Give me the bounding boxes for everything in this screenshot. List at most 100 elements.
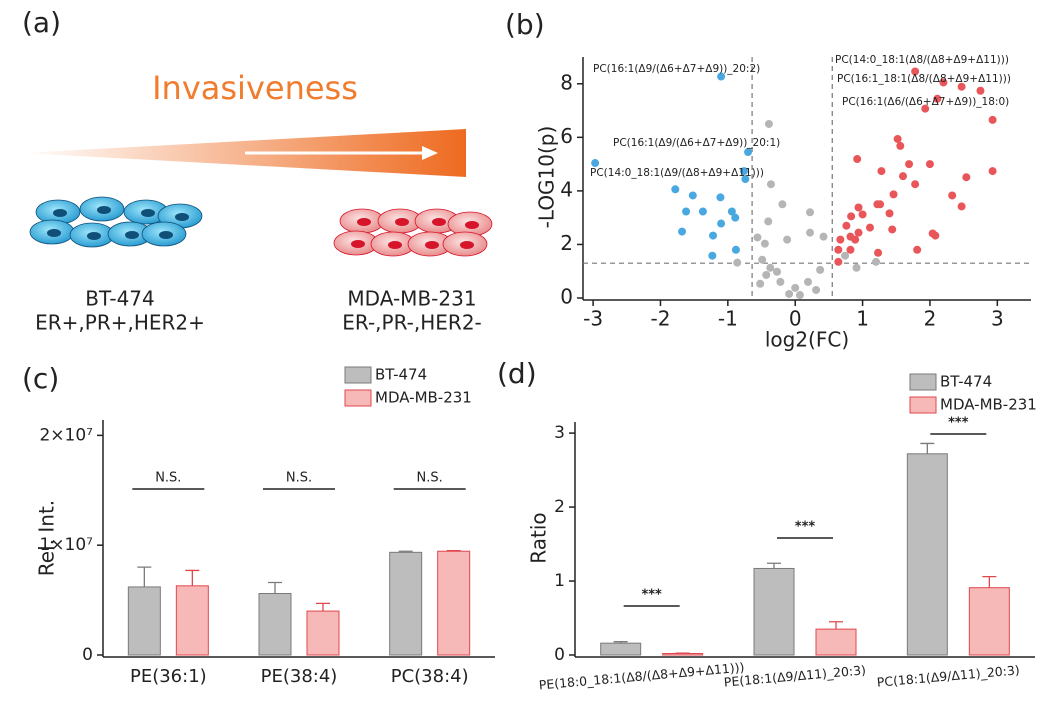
bar [906,453,948,656]
point [888,225,897,234]
point [758,255,767,264]
legend-label: BT-474 [375,366,427,384]
point [988,167,997,176]
point [889,190,898,199]
point [812,285,821,294]
annotation: PC(16:1(Δ9/(Δ6+Δ7+Δ9))_20:2) [593,63,760,75]
point [851,235,860,244]
point [717,219,726,228]
point [753,233,762,242]
error-bar [982,575,997,588]
panel-label: (c) [22,362,59,395]
point [933,94,942,103]
point [708,251,717,260]
annotation: PC(16:1_18:1(Δ8/(Δ8+Δ9+Δ11))) [837,73,1011,85]
error-bar [398,550,413,553]
point [976,86,985,95]
point [872,257,881,266]
panel-label: (b) [505,8,545,41]
point [874,248,883,257]
x-tick-label: PC(38:4) [391,666,469,687]
x-tick-label: PC(18:1(Δ9/Δ11)_20:3) [876,662,1020,689]
cell-line-receptors: ER+,PR+,HER2+ [35,311,205,335]
x-tick-label: PE(38:4) [261,666,338,687]
x-axis-title: log2(FC) [765,328,849,352]
legend-swatch [344,366,372,384]
panel-label: (d) [497,357,537,390]
significance-label: N.S. [417,471,443,486]
nucleus [351,240,365,248]
point [921,104,930,113]
legend-swatch [909,396,937,414]
error-bar [268,581,282,594]
point [773,267,782,276]
nucleus [432,218,446,226]
legend-label: MDA-MB-231 [940,396,1037,414]
annotation: PC(14:0_18:1(Δ8/(Δ8+Δ9+Δ11))) [835,54,1009,66]
significance-label: N.S. [286,471,312,486]
cell-line-receptors: ER-,PR-,HER2- [342,311,482,335]
point [795,291,804,300]
y-axis-title: Rel. Int. [35,500,59,576]
point [913,245,922,254]
bar [306,610,340,656]
bar [437,550,471,656]
y-tick-label: 0 [82,645,93,665]
point [925,160,934,169]
x-tick-label: PE(36:1) [130,666,207,687]
point [760,239,769,248]
point [911,180,920,189]
point [776,277,785,286]
point [948,191,957,200]
gradient-title: Invasiveness [152,69,358,107]
point [731,213,740,222]
point [841,251,850,260]
bar [815,628,857,656]
point [806,208,815,217]
bar [600,642,642,656]
nucleus [141,209,155,217]
nucleus [97,206,111,214]
cell-line-name: BT-474 [85,287,155,311]
point [931,231,940,240]
point [905,160,914,169]
x-tick-label: 0 [789,307,802,331]
error-bar [613,641,628,644]
error-bar [137,566,152,587]
point [744,148,753,157]
point [804,277,813,286]
bar [258,593,292,656]
point [896,141,905,150]
annotation: PC(16:1(Δ9/(Δ6+Δ7+Δ9))_20:1) [613,137,780,149]
point [688,191,697,200]
nucleus [460,241,474,249]
point [727,207,736,216]
point [766,263,775,272]
x-tick-label: PE(18:0_18:1(Δ8/(Δ8+Δ9+Δ11))) [538,660,745,693]
point [816,265,825,274]
nucleus [395,218,409,226]
point [957,202,966,211]
point [785,289,794,298]
point [698,207,707,216]
panel-label: (a) [22,6,61,39]
point [709,231,718,240]
point [783,235,792,244]
point [819,232,828,241]
point [806,228,815,237]
y-tick-label: 0 [560,285,573,309]
point [762,270,771,279]
y-tick-label: 3 [554,423,565,443]
point [756,279,765,288]
point [847,212,856,221]
point [858,210,867,219]
x-tick-label: 2 [924,307,937,331]
y-tick-label: 0 [554,645,565,665]
panel-a: (a) Invasiveness BT-474 ER+,PR+,HER2+ MD… [22,6,493,335]
point [791,283,800,292]
point [671,185,680,194]
point [852,263,861,272]
x-tick-label: 1 [856,307,869,331]
point [854,228,863,237]
